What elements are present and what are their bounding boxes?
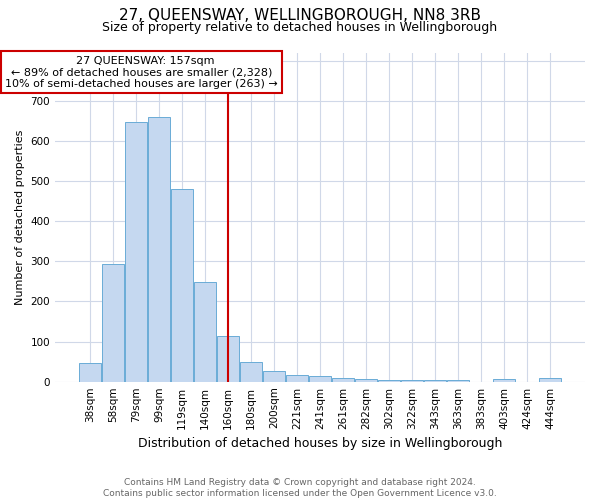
Bar — [125, 122, 147, 382]
Bar — [355, 379, 377, 382]
Y-axis label: Number of detached properties: Number of detached properties — [15, 130, 25, 305]
Bar — [332, 378, 354, 382]
Bar — [171, 189, 193, 382]
Text: 27, QUEENSWAY, WELLINGBOROUGH, NN8 3RB: 27, QUEENSWAY, WELLINGBOROUGH, NN8 3RB — [119, 8, 481, 22]
Bar — [493, 379, 515, 382]
Bar — [217, 336, 239, 382]
Bar — [309, 376, 331, 382]
Bar — [194, 282, 216, 382]
Bar — [240, 362, 262, 382]
Bar — [378, 380, 400, 382]
Bar — [447, 380, 469, 382]
Bar — [424, 380, 446, 382]
Bar — [286, 375, 308, 382]
Bar — [148, 116, 170, 382]
Bar — [79, 363, 101, 382]
Bar — [102, 264, 124, 382]
Bar — [539, 378, 561, 382]
Text: Size of property relative to detached houses in Wellingborough: Size of property relative to detached ho… — [103, 21, 497, 34]
X-axis label: Distribution of detached houses by size in Wellingborough: Distribution of detached houses by size … — [138, 437, 502, 450]
Text: 27 QUEENSWAY: 157sqm
← 89% of detached houses are smaller (2,328)
10% of semi-de: 27 QUEENSWAY: 157sqm ← 89% of detached h… — [5, 56, 278, 89]
Text: Contains HM Land Registry data © Crown copyright and database right 2024.
Contai: Contains HM Land Registry data © Crown c… — [103, 478, 497, 498]
Bar — [401, 380, 423, 382]
Bar — [263, 371, 285, 382]
